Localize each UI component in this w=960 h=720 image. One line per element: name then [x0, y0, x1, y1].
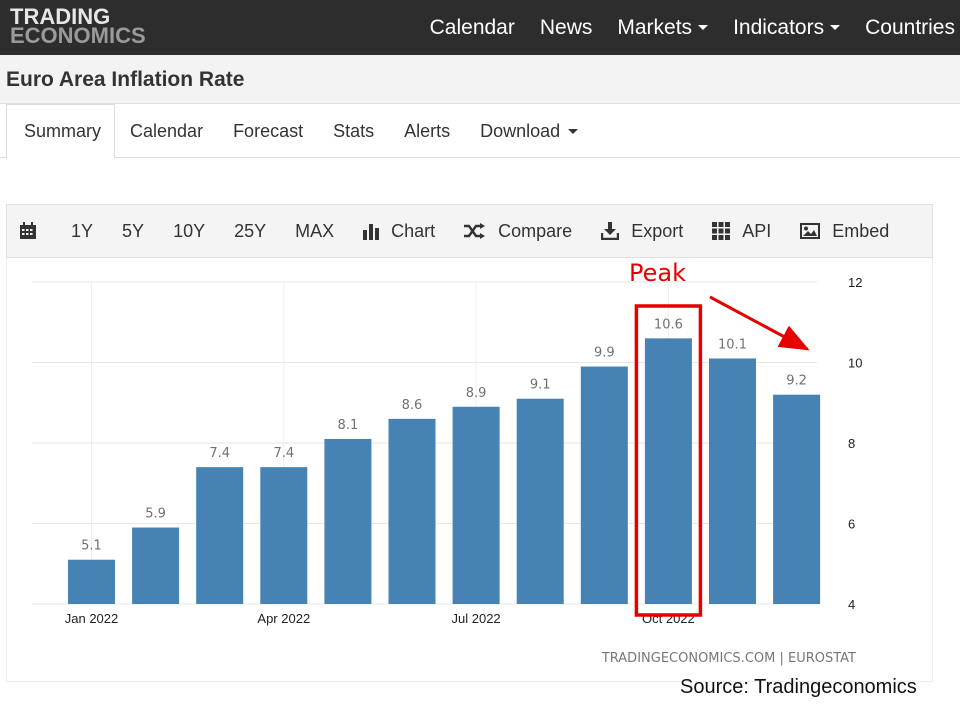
bar	[580, 366, 628, 604]
tab-stats[interactable]: Stats	[318, 104, 389, 158]
toolbar-action-label: Compare	[498, 220, 573, 241]
bar-value-label: 9.2	[786, 374, 807, 389]
bar-value-label: 7.4	[273, 446, 294, 461]
tab-forecast[interactable]: Forecast	[218, 104, 318, 158]
compare-button[interactable]: Compare	[464, 221, 572, 242]
nav-item-label: Countries	[865, 15, 955, 39]
bar-value-label: 10.1	[718, 337, 747, 352]
x-tick-label: Apr 2022	[257, 611, 310, 626]
brand-logo[interactable]: TRADING ECONOMICS	[10, 4, 170, 51]
calendar-icon[interactable]	[19, 222, 43, 240]
range-button-1y[interactable]: 1Y	[71, 220, 94, 241]
chart-button[interactable]: Chart	[363, 221, 435, 242]
nav-item-label: News	[539, 15, 593, 39]
range-button-10y[interactable]: 10Y	[173, 220, 206, 241]
embed-button[interactable]: Embed	[800, 221, 889, 242]
api-button[interactable]: API	[712, 221, 771, 242]
image-icon	[800, 223, 826, 239]
peak-annotation-label: Peak	[629, 259, 686, 287]
nav-item-calendar[interactable]: Calendar	[430, 16, 515, 40]
nav-item-news[interactable]: News	[540, 16, 593, 40]
x-tick-label: Jul 2022	[452, 611, 501, 626]
bar	[709, 358, 756, 604]
bar-chart-icon	[363, 222, 385, 240]
page-tabs: Summary Calendar Forecast Stats Alerts Downlo…	[0, 104, 960, 159]
peak-highlight-box	[634, 304, 703, 617]
bar-value-label: 9.1	[530, 378, 551, 393]
nav-item-markets[interactable]: Markets	[617, 15, 709, 40]
chart-panel: 4 6 8 10 12 5.1 5.9 7.4 7.4 8.1 8.6 8.9 9.1 9.9 10.6 10…	[6, 258, 933, 682]
chart-watermark: TRADINGECONOMICS.COM | EUROSTAT	[601, 651, 856, 666]
toolbar-action-label: Embed	[832, 220, 890, 241]
nav-item-label: Indicators	[733, 15, 825, 39]
tab-alerts[interactable]: Alerts	[389, 104, 465, 158]
bar-value-label: 10.6	[654, 317, 683, 332]
inflation-bar-chart: 4 6 8 10 12 5.1 5.9 7.4 7.4 8.1 8.6 8.9 9.1 9.9 10.6 10…	[32, 259, 862, 666]
y-tick-label: 12	[848, 275, 862, 290]
nav-item-indicators[interactable]: Indicators	[733, 15, 841, 40]
nav-item-label: Calendar	[429, 15, 515, 39]
toolbar-action-label: Chart	[391, 220, 436, 241]
bar-value-label: 7.4	[209, 446, 230, 461]
tab-label: Stats	[333, 120, 375, 141]
range-button-max[interactable]: MAX	[295, 220, 335, 241]
caret-down-icon	[698, 25, 709, 30]
bar-value-label: 8.6	[402, 398, 423, 413]
tab-summary[interactable]: Summary	[6, 104, 116, 159]
nav-item-countries[interactable]: Countries	[865, 16, 955, 40]
range-button-25y[interactable]: 25Y	[234, 220, 267, 241]
bar	[388, 418, 436, 604]
brand-line-1: TRADING	[10, 4, 111, 29]
tab-label: Alerts	[404, 120, 451, 141]
grid-icon	[712, 222, 736, 240]
caret-down-icon	[830, 25, 841, 30]
top-navbar: TRADING ECONOMICS Calendar News Markets Ind…	[0, 0, 960, 55]
tab-label: Calendar	[130, 120, 204, 141]
tab-calendar[interactable]: Calendar	[115, 104, 218, 158]
page-title: Euro Area Inflation Rate	[6, 68, 245, 91]
bar	[68, 559, 115, 604]
tab-label: Summary	[24, 121, 102, 141]
bar-value-label: 5.1	[81, 539, 102, 554]
tab-label: Download	[480, 120, 561, 141]
bar	[452, 406, 500, 604]
bar-value-label: 5.9	[145, 507, 166, 522]
bar	[260, 467, 308, 604]
range-button-5y[interactable]: 5Y	[122, 220, 145, 241]
tab-label: Forecast	[233, 120, 304, 141]
caret-down-icon	[568, 128, 579, 134]
bar-value-label: 8.1	[338, 418, 359, 433]
y-tick-label: 6	[848, 517, 855, 532]
toolbar-action-label: API	[742, 220, 772, 241]
y-tick-label: 4	[848, 597, 855, 612]
brand-line-2: ECONOMICS	[10, 23, 146, 48]
main-nav: Calendar News Markets Indicators Countries	[405, 0, 955, 55]
nav-item-label: Markets	[617, 15, 693, 39]
peak-arrow	[709, 295, 810, 351]
bar-value-label: 8.9	[466, 386, 487, 401]
title-bar: Euro Area Inflation Rate	[0, 55, 960, 104]
bar	[644, 338, 692, 604]
export-button[interactable]: Export	[601, 221, 683, 242]
bar	[516, 398, 564, 604]
tab-download[interactable]: Download	[465, 104, 593, 158]
bar	[773, 394, 821, 604]
shuffle-icon	[464, 223, 492, 239]
bar	[324, 438, 372, 604]
bar-value-label: 9.9	[594, 346, 615, 361]
toolbar-action-label: Export	[631, 220, 684, 241]
chart-toolbar: 1Y 5Y 10Y 25Y MAX Chart Compare Export API Embed	[6, 204, 933, 258]
download-icon	[601, 222, 625, 240]
bar	[132, 527, 180, 604]
bar	[196, 467, 244, 604]
y-tick-label: 8	[848, 436, 855, 451]
y-tick-label: 10	[848, 356, 862, 371]
source-note: Source: Tradingeconomics	[680, 676, 917, 698]
x-tick-label: Jan 2022	[65, 611, 119, 626]
